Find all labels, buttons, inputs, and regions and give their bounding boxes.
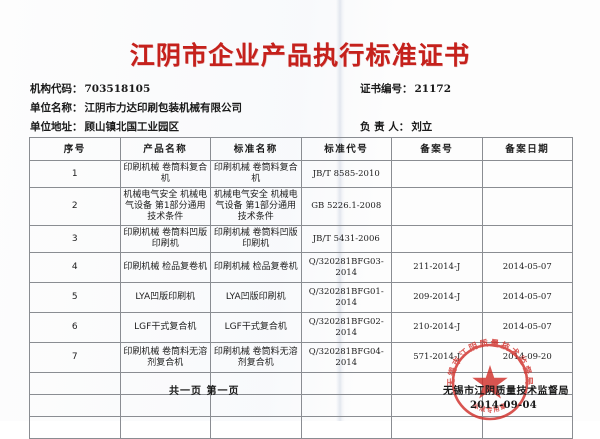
cell-file-date — [481, 187, 573, 226]
cell-file-no — [391, 160, 483, 188]
cell-file-no — [391, 225, 483, 253]
org-code-label: 机构代码： — [30, 83, 83, 95]
cell-index: 7 — [29, 342, 121, 373]
cell-index: 2 — [29, 187, 121, 226]
table-header: 序号 产品名称 标准名称 标准代号 备案号 备案日期 — [29, 137, 573, 161]
cell-file-no: 211-2014-J — [391, 252, 483, 283]
address-label: 单位地址： — [30, 121, 83, 133]
column-header-product: 产品名称 — [119, 137, 211, 161]
cell-product: LGF干式复合机 — [119, 312, 211, 343]
column-header-standard: 标准名称 — [210, 137, 302, 161]
cell-file-no: 571-2014-J — [391, 342, 483, 373]
table-row: 7 印刷机械 卷筒料无溶剂复合机 印刷机械 卷筒料无溶剂复合机 Q/320281… — [29, 342, 573, 373]
cell-product: 机械电气安全 机械电气设备 第1部分通用技术条件 — [119, 187, 211, 226]
cell-index: 3 — [29, 225, 121, 253]
cell-index: 4 — [29, 252, 121, 283]
header-row-1: 机构代码： 703518105 证书编号： 21172 — [30, 80, 570, 99]
cert-no-label: 证书编号： — [360, 83, 413, 95]
cell-code: GB 5226.1-2008 — [300, 187, 392, 226]
table-row: 4 印刷机械 检品复卷机 印刷机械 检品复卷机 Q/320281BFG03-20… — [29, 252, 573, 283]
table-row: 3 印刷机械 卷筒料凹版印刷机 印刷机械 卷筒料凹版印刷机 JB/T 5431-… — [29, 225, 573, 253]
header-fields: 机构代码： 703518105 证书编号： 21172 单位名称： 江阴市力达印… — [30, 80, 570, 137]
table-row: 6 LGF干式复合机 LGF干式复合机 Q/320281BFG02-2014 2… — [29, 312, 573, 343]
person-field: 负 责 人： 刘立 — [360, 118, 570, 137]
cell-standard: 机械电气安全 机械电气设备 第1部分通用技术条件 — [210, 187, 302, 226]
cell-index: 6 — [29, 312, 121, 343]
cell-file-date: 2014-05-07 — [481, 252, 573, 283]
cert-no-value: 21172 — [414, 83, 452, 95]
address-value: 顾山镇北国工业园区 — [84, 121, 180, 133]
header-row-3: 单位地址： 顾山镇北国工业园区 负 责 人： 刘立 — [30, 118, 570, 137]
header-row-2: 单位名称： 江阴市力达印刷包装机械有限公司 — [30, 99, 570, 118]
cell-product — [119, 416, 211, 439]
cell-file-date: 2014-05-07 — [481, 282, 573, 313]
person-label: 负 责 人： — [360, 121, 410, 133]
cell-index — [29, 416, 121, 439]
cert-no-field: 证书编号： 21172 — [360, 80, 570, 99]
column-header-code: 标准代号 — [300, 137, 392, 161]
cell-code: JB/T 5431-2006 — [300, 225, 392, 253]
cell-product: LYA凹版印刷机 — [119, 282, 211, 313]
table-row: 5 LYA凹版印刷机 LYA凹版印刷机 Q/320281BFG01-2014 2… — [29, 282, 573, 313]
page-title: 江阴市企业产品执行标准证书 — [129, 41, 471, 70]
cell-standard: 印刷机械 卷筒料复合机 — [210, 160, 302, 188]
column-header-index: 序号 — [29, 137, 121, 161]
cell-file-date: 2014-05-07 — [481, 312, 573, 343]
column-header-file-date: 备案日期 — [481, 137, 573, 161]
cell-standard: 印刷机械 卷筒料无溶剂复合机 — [210, 342, 302, 373]
cell-standard — [210, 416, 302, 439]
company-value: 江阴市力达印刷包装机械有限公司 — [84, 102, 243, 114]
cell-code: Q/320281BFG02-2014 — [300, 312, 392, 343]
cell-file-date — [481, 160, 573, 188]
cell-code: Q/320281BFG03-2014 — [300, 252, 392, 283]
company-field: 单位名称： 江阴市力达印刷包装机械有限公司 — [30, 99, 360, 118]
cell-file-no — [391, 187, 483, 226]
footer-line: 共一页 第一页 无锡市江阴质量技术监督局 — [29, 382, 573, 398]
cell-file-date: 2014-09-20 — [481, 342, 573, 373]
cell-standard: LGF干式复合机 — [210, 312, 302, 343]
org-code-value: 703518105 — [84, 83, 151, 95]
cell-standard: LYA凹版印刷机 — [210, 282, 302, 313]
cell-standard: 印刷机械 卷筒料凹版印刷机 — [210, 225, 302, 253]
org-code-field: 机构代码： 703518105 — [30, 80, 360, 99]
cell-product: 印刷机械 卷筒料复合机 — [119, 160, 211, 188]
column-header-file-no: 备案号 — [391, 137, 483, 161]
cell-file-no: 210-2014-J — [391, 312, 483, 343]
cell-file-date — [481, 416, 573, 439]
cell-code — [300, 416, 392, 439]
footer: 共一页 第一页 无锡市江阴质量技术监督局 2014-09-04 — [29, 382, 573, 411]
cell-index: 1 — [29, 160, 121, 188]
cell-file-date — [481, 225, 573, 253]
cell-standard: 印刷机械 检品复卷机 — [210, 252, 302, 283]
issuing-authority: 无锡市江阴质量技术监督局 — [443, 386, 569, 397]
cell-product: 印刷机械 检品复卷机 — [119, 252, 211, 283]
page-count: 共一页 第一页 — [169, 386, 240, 397]
cell-file-no — [391, 416, 483, 439]
table-header-row: 序号 产品名称 标准名称 标准代号 备案号 备案日期 — [29, 137, 573, 161]
cell-product: 印刷机械 卷筒料凹版印刷机 — [119, 225, 211, 253]
cell-index: 5 — [29, 282, 121, 313]
table-row: 2 机械电气安全 机械电气设备 第1部分通用技术条件 机械电气安全 机械电气设备… — [29, 187, 573, 226]
cell-code: Q/320281BFG01-2014 — [300, 282, 392, 313]
company-label: 单位名称： — [30, 102, 83, 114]
cell-code: Q/320281BFG04-2014 — [300, 342, 392, 373]
person-value: 刘立 — [411, 121, 433, 133]
cell-code: JB/T 8585-2010 — [300, 160, 392, 188]
cell-product: 印刷机械 卷筒料无溶剂复合机 — [119, 342, 211, 373]
cell-file-no: 209-2014-J — [391, 282, 483, 313]
issue-date: 2014-09-04 — [470, 400, 537, 411]
address-field: 单位地址： 顾山镇北国工业园区 — [30, 118, 360, 137]
table-row: 1 印刷机械 卷筒料复合机 印刷机械 卷筒料复合机 JB/T 8585-2010 — [29, 160, 573, 188]
table-row-empty — [29, 416, 573, 439]
